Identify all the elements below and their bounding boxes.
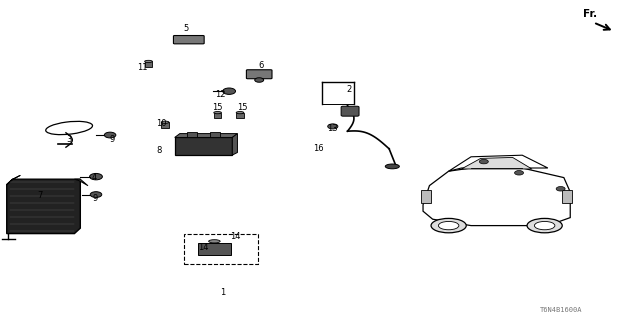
- Ellipse shape: [385, 164, 399, 169]
- Text: 14: 14: [230, 232, 241, 241]
- Circle shape: [515, 171, 524, 175]
- Text: 3: 3: [67, 135, 72, 144]
- Bar: [562, 190, 572, 203]
- Text: 2: 2: [346, 85, 351, 94]
- Polygon shape: [449, 155, 548, 171]
- Text: 15: 15: [212, 103, 223, 112]
- Bar: [145, 61, 152, 67]
- Text: T6N4B1600A: T6N4B1600A: [540, 308, 582, 313]
- Text: 6: 6: [259, 61, 264, 70]
- Text: 12: 12: [216, 90, 226, 99]
- Circle shape: [479, 159, 488, 164]
- Circle shape: [90, 173, 102, 180]
- Bar: [236, 113, 244, 118]
- Text: Fr.: Fr.: [583, 9, 597, 19]
- Text: 4: 4: [92, 173, 97, 182]
- Polygon shape: [7, 179, 81, 234]
- Ellipse shape: [214, 112, 221, 114]
- Text: 8: 8: [156, 146, 161, 155]
- Circle shape: [104, 132, 116, 138]
- Ellipse shape: [145, 60, 152, 63]
- Circle shape: [328, 124, 338, 129]
- Ellipse shape: [236, 112, 244, 114]
- Text: 15: 15: [237, 103, 247, 112]
- Ellipse shape: [534, 221, 555, 230]
- Ellipse shape: [438, 221, 459, 230]
- Circle shape: [255, 78, 264, 82]
- Ellipse shape: [45, 121, 93, 135]
- Ellipse shape: [209, 240, 220, 243]
- Text: 14: 14: [198, 243, 209, 252]
- Ellipse shape: [431, 219, 467, 233]
- Text: 9: 9: [109, 135, 115, 144]
- Bar: [210, 132, 220, 138]
- Bar: [175, 138, 232, 155]
- Text: 11: 11: [137, 63, 147, 72]
- Circle shape: [556, 187, 565, 191]
- Bar: [187, 132, 197, 138]
- FancyBboxPatch shape: [173, 36, 204, 44]
- Polygon shape: [175, 134, 237, 138]
- Ellipse shape: [161, 121, 169, 124]
- Text: 16: 16: [314, 144, 324, 153]
- Text: 7: 7: [37, 191, 42, 200]
- Ellipse shape: [527, 219, 563, 233]
- Text: 9: 9: [92, 194, 97, 203]
- Text: 10: 10: [156, 119, 166, 128]
- Bar: [421, 190, 431, 203]
- Polygon shape: [232, 134, 237, 155]
- Bar: [161, 122, 169, 128]
- FancyBboxPatch shape: [246, 70, 272, 79]
- Polygon shape: [461, 157, 532, 169]
- Circle shape: [223, 88, 236, 94]
- Polygon shape: [423, 168, 570, 226]
- Bar: [214, 113, 221, 118]
- Polygon shape: [74, 179, 88, 186]
- Bar: [198, 243, 231, 255]
- FancyBboxPatch shape: [341, 106, 359, 116]
- Text: 13: 13: [328, 124, 338, 132]
- Circle shape: [90, 192, 102, 197]
- Text: 5: 5: [183, 24, 188, 33]
- Text: 1: 1: [220, 288, 225, 297]
- Bar: [184, 234, 258, 264]
- Polygon shape: [7, 175, 20, 185]
